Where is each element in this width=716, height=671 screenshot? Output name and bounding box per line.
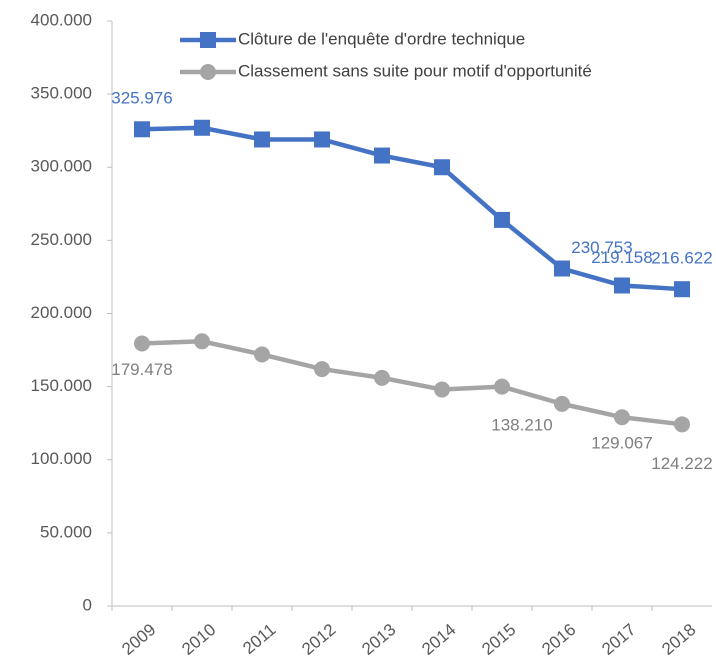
marker [434, 381, 450, 398]
series-line [141, 125, 683, 292]
legend-marker [200, 64, 216, 80]
y-tick-label: 400.000 [31, 10, 92, 29]
series-line [141, 339, 683, 427]
y-tick-label: 200.000 [31, 303, 92, 322]
x-tick-label: 2015 [478, 620, 519, 659]
marker [194, 119, 210, 136]
marker [434, 159, 450, 176]
x-tick-label: 2011 [239, 620, 279, 658]
marker [554, 395, 570, 412]
marker [614, 277, 630, 294]
x-tick-label: 2010 [178, 620, 219, 659]
marker [194, 333, 210, 350]
y-tick-label: 50.000 [40, 522, 92, 541]
marker [674, 416, 690, 433]
marker [314, 361, 330, 378]
marker [674, 281, 690, 298]
x-tick-label: 2012 [298, 620, 339, 659]
data-label: 124.222 [651, 454, 712, 473]
marker [134, 121, 150, 138]
y-tick-label: 100.000 [31, 449, 92, 468]
marker [614, 409, 630, 426]
data-label: 129.067 [591, 434, 652, 453]
marker [494, 378, 510, 395]
data-label: 325.976 [111, 89, 172, 108]
x-tick-label: 2018 [658, 620, 699, 659]
marker [314, 131, 330, 148]
legend-label: Clôture de l'enquête d'ordre technique [238, 29, 525, 48]
data-label: 216.622 [651, 249, 712, 268]
marker [134, 335, 150, 352]
x-tick-label: 2013 [358, 620, 399, 659]
y-tick-label: 250.000 [31, 230, 92, 249]
marker [254, 346, 270, 363]
x-tick-label: 2016 [538, 620, 579, 659]
data-label: 219.158 [591, 248, 652, 267]
y-tick-label: 0 [83, 595, 92, 614]
data-label: 230.753 [571, 238, 632, 257]
marker [374, 369, 390, 386]
legend-marker [200, 32, 216, 48]
marker [254, 131, 270, 148]
x-tick-label: 2014 [418, 620, 459, 659]
data-label: 179.478 [111, 360, 172, 379]
x-tick-label: 2017 [598, 620, 639, 659]
marker [554, 260, 570, 277]
y-tick-label: 150.000 [31, 376, 92, 395]
x-tick-label: 2009 [118, 620, 159, 659]
legend-label: Classement sans suite pour motif d'oppor… [238, 61, 592, 80]
y-tick-label: 300.000 [31, 157, 92, 176]
data-label: 138.210 [491, 415, 552, 434]
marker [374, 147, 390, 164]
y-tick-label: 350.000 [31, 84, 92, 103]
marker [494, 211, 510, 228]
